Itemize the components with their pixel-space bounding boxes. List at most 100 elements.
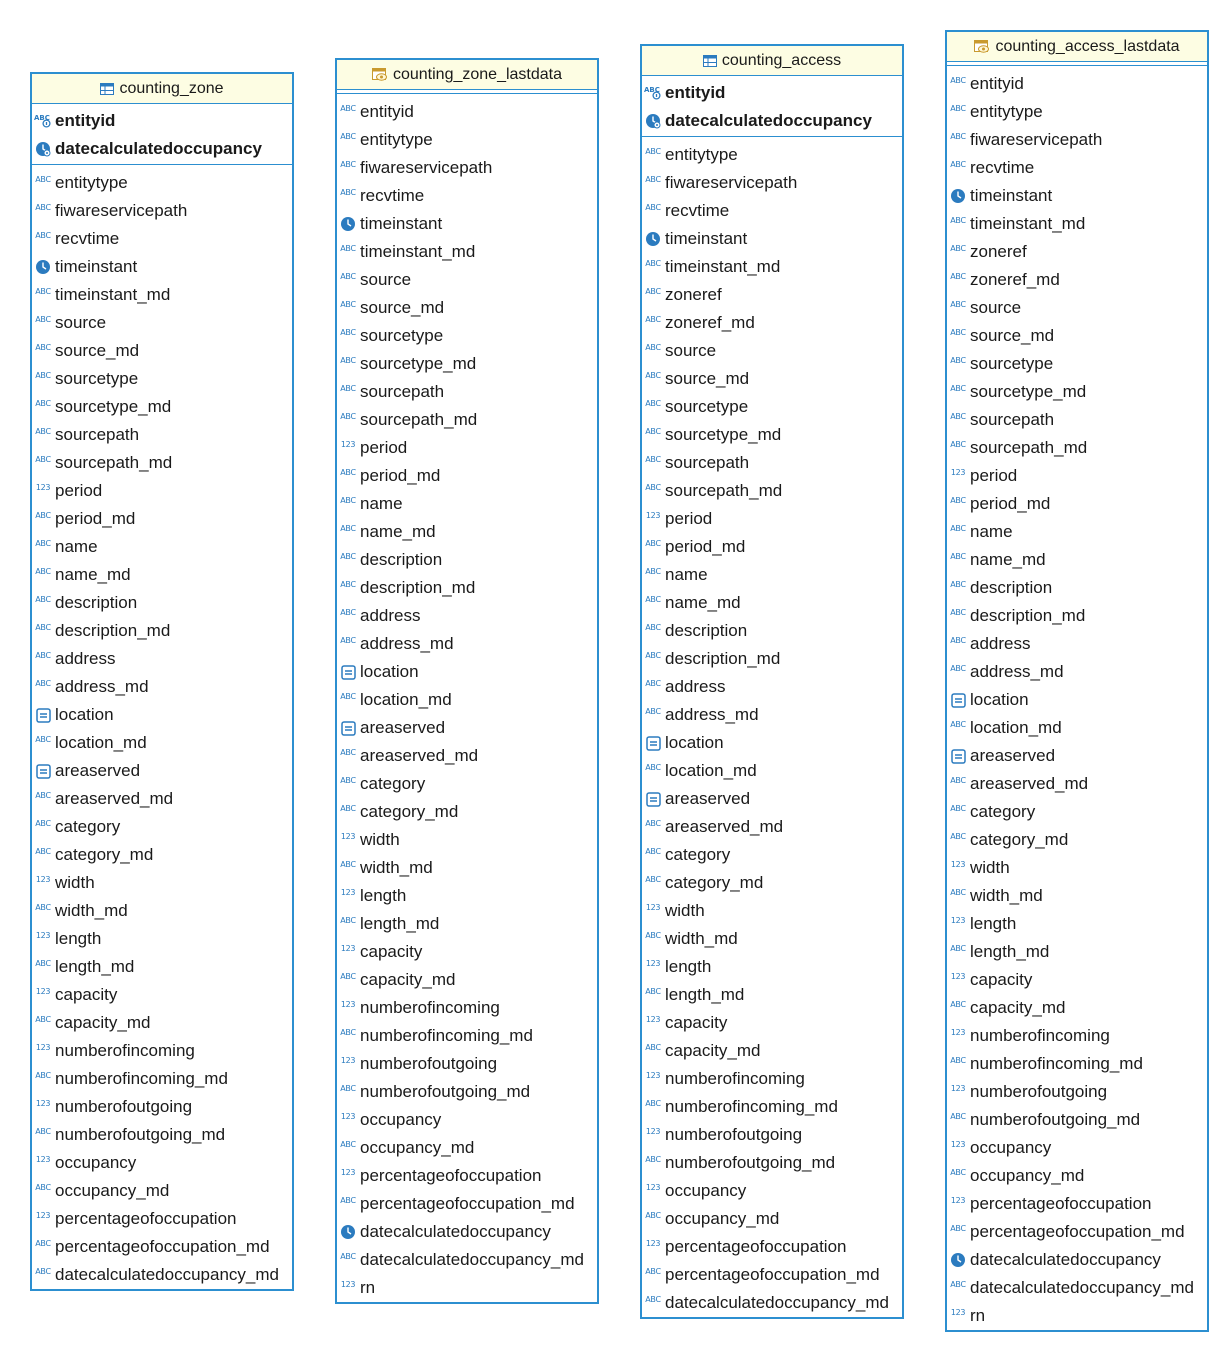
column-row[interactable]: ABC sourcepath <box>642 449 902 477</box>
column-row[interactable]: ABC description <box>642 617 902 645</box>
column-row[interactable]: ABC zoneref_md <box>947 266 1207 294</box>
column-row[interactable]: ABC sourcetype_md <box>642 421 902 449</box>
column-row[interactable]: 123 numberofoutgoing <box>947 1078 1207 1106</box>
column-row[interactable]: ABC sourcetype <box>32 365 292 393</box>
column-row[interactable]: ABC numberofoutgoing_md <box>337 1078 597 1106</box>
column-row[interactable]: ABC period_md <box>947 490 1207 518</box>
column-row[interactable]: ABC datecalculatedoccupancy_md <box>642 1289 902 1317</box>
column-row[interactable]: ABC sourcepath <box>337 378 597 406</box>
column-row[interactable]: ABC recvtime <box>337 182 597 210</box>
column-row[interactable]: ABC percentageofoccupation_md <box>642 1261 902 1289</box>
column-row[interactable]: areaserved <box>947 742 1207 770</box>
column-row[interactable]: ABC sourcetype <box>337 322 597 350</box>
column-row[interactable]: ABC address <box>337 602 597 630</box>
entity-counting-access-lastdata[interactable]: counting_access_lastdata ABC entityid ABC en… <box>945 30 1209 1332</box>
column-row[interactable]: ABC areaserved_md <box>337 742 597 770</box>
column-row[interactable]: 123 width <box>337 826 597 854</box>
column-row[interactable]: 123 capacity <box>642 1009 902 1037</box>
column-row[interactable]: ABC address <box>642 673 902 701</box>
entity-header[interactable]: counting_zone_lastdata <box>337 60 597 90</box>
column-row[interactable]: ABC source_md <box>337 294 597 322</box>
column-row[interactable]: ABC width_md <box>947 882 1207 910</box>
primary-key-column[interactable]: ABC entityid <box>32 107 292 135</box>
column-row[interactable]: ABC entityid <box>337 98 597 126</box>
column-row[interactable]: 123 width <box>642 897 902 925</box>
column-row[interactable]: ABC sourcetype <box>947 350 1207 378</box>
column-row[interactable]: 123 occupancy <box>947 1134 1207 1162</box>
column-row[interactable]: ABC datecalculatedoccupancy_md <box>32 1261 292 1289</box>
column-row[interactable]: ABC name <box>32 533 292 561</box>
column-row[interactable]: areaserved <box>337 714 597 742</box>
column-row[interactable]: timeinstant <box>947 182 1207 210</box>
column-row[interactable]: ABC category <box>947 798 1207 826</box>
column-row[interactable]: 123 numberofincoming <box>642 1065 902 1093</box>
column-row[interactable]: ABC period_md <box>337 462 597 490</box>
column-row[interactable]: ABC name_md <box>337 518 597 546</box>
column-row[interactable]: 123 capacity <box>337 938 597 966</box>
column-row[interactable]: ABC name <box>642 561 902 589</box>
entity-counting-access[interactable]: counting_access ABC entityid datecalculated… <box>640 44 904 1319</box>
column-row[interactable]: 123 percentageofoccupation <box>32 1205 292 1233</box>
column-row[interactable]: ABC name_md <box>947 546 1207 574</box>
column-row[interactable]: ABC width_md <box>32 897 292 925</box>
column-row[interactable]: ABC description_md <box>337 574 597 602</box>
column-row[interactable]: 123 width <box>947 854 1207 882</box>
column-row[interactable]: ABC numberofincoming_md <box>32 1065 292 1093</box>
entity-header[interactable]: counting_access_lastdata <box>947 32 1207 62</box>
column-row[interactable]: 123 numberofoutgoing <box>32 1093 292 1121</box>
column-row[interactable]: ABC sourcepath <box>947 406 1207 434</box>
column-row[interactable]: timeinstant <box>642 225 902 253</box>
column-row[interactable]: ABC length_md <box>947 938 1207 966</box>
entity-counting-zone-lastdata[interactable]: counting_zone_lastdata ABC entityid ABC enti… <box>335 58 599 1304</box>
column-row[interactable]: 123 length <box>642 953 902 981</box>
column-row[interactable]: ABC recvtime <box>947 154 1207 182</box>
column-row[interactable]: ABC fiwareservicepath <box>642 169 902 197</box>
column-row[interactable]: ABC percentageofoccupation_md <box>337 1190 597 1218</box>
column-row[interactable]: 123 period <box>642 505 902 533</box>
column-row[interactable]: ABC fiwareservicepath <box>947 126 1207 154</box>
column-row[interactable]: ABC address_md <box>337 630 597 658</box>
column-row[interactable]: 123 numberofincoming <box>32 1037 292 1065</box>
primary-key-column[interactable]: datecalculatedoccupancy <box>642 107 902 135</box>
column-row[interactable]: ABC width_md <box>337 854 597 882</box>
column-row[interactable]: ABC timeinstant_md <box>947 210 1207 238</box>
column-row[interactable]: ABC sourcetype <box>642 393 902 421</box>
column-row[interactable]: 123 rn <box>947 1302 1207 1330</box>
column-row[interactable]: ABC name_md <box>642 589 902 617</box>
column-row[interactable]: ABC sourcetype_md <box>337 350 597 378</box>
column-row[interactable]: 123 percentageofoccupation <box>642 1233 902 1261</box>
column-row[interactable]: ABC zoneref <box>642 281 902 309</box>
column-row[interactable]: location <box>947 686 1207 714</box>
column-row[interactable]: ABC source <box>32 309 292 337</box>
entity-header[interactable]: counting_access <box>642 46 902 76</box>
column-row[interactable]: ABC source <box>642 337 902 365</box>
column-row[interactable]: 123 numberofincoming <box>947 1022 1207 1050</box>
column-row[interactable]: ABC percentageofoccupation_md <box>947 1218 1207 1246</box>
column-row[interactable]: ABC period_md <box>32 505 292 533</box>
column-row[interactable]: ABC areaserved_md <box>947 770 1207 798</box>
column-row[interactable]: ABC capacity_md <box>32 1009 292 1037</box>
column-row[interactable]: ABC zoneref_md <box>642 309 902 337</box>
column-row[interactable]: ABC recvtime <box>32 225 292 253</box>
column-row[interactable]: ABC source_md <box>32 337 292 365</box>
column-row[interactable]: ABC category_md <box>947 826 1207 854</box>
column-row[interactable]: ABC numberofoutgoing_md <box>32 1121 292 1149</box>
column-row[interactable]: 123 occupancy <box>642 1177 902 1205</box>
column-row[interactable]: 123 occupancy <box>32 1149 292 1177</box>
column-row[interactable]: ABC capacity_md <box>337 966 597 994</box>
column-row[interactable]: ABC recvtime <box>642 197 902 225</box>
column-row[interactable]: ABC entityid <box>947 70 1207 98</box>
entity-counting-zone[interactable]: counting_zone ABC entityid datecalculatedoc… <box>30 72 294 1291</box>
column-row[interactable]: 123 period <box>32 477 292 505</box>
column-row[interactable]: 123 numberofoutgoing <box>642 1121 902 1149</box>
column-row[interactable]: 123 rn <box>337 1274 597 1302</box>
column-row[interactable]: ABC description <box>337 546 597 574</box>
column-row[interactable]: ABC period_md <box>642 533 902 561</box>
column-row[interactable]: ABC location_md <box>337 686 597 714</box>
column-row[interactable]: areaserved <box>32 757 292 785</box>
column-row[interactable]: 123 length <box>32 925 292 953</box>
column-row[interactable]: ABC zoneref <box>947 238 1207 266</box>
column-row[interactable]: ABC category_md <box>32 841 292 869</box>
column-row[interactable]: 123 percentageofoccupation <box>337 1162 597 1190</box>
column-row[interactable]: ABC address_md <box>947 658 1207 686</box>
